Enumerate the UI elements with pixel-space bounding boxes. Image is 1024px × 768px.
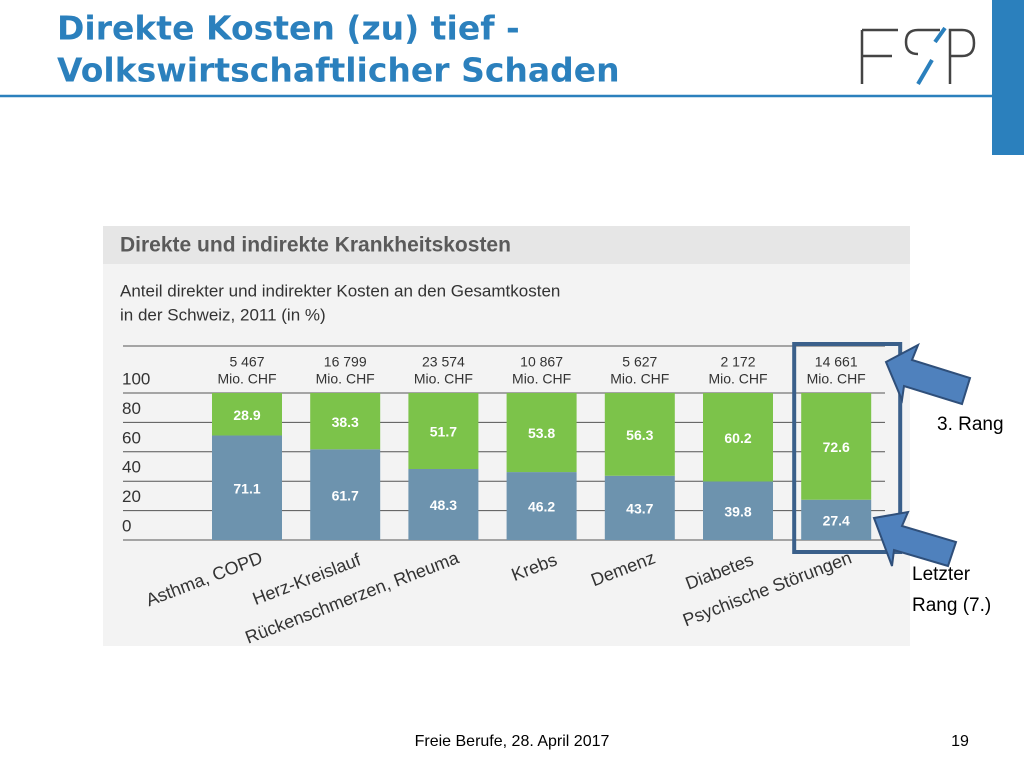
footer: Freie Berufe, 28. April 2017 <box>415 733 610 750</box>
bar-segment <box>212 435 282 540</box>
data-label: 72.6 <box>823 439 850 455</box>
bar-segment <box>801 393 872 500</box>
bar-segment <box>408 393 479 469</box>
chart-subtitle: Anteil direkter und indirekter Kosten an… <box>120 281 560 300</box>
total-unit: Mio. CHF <box>512 371 571 387</box>
data-label: 60.2 <box>724 430 751 446</box>
chart-title: Direkte und indirekte Krankheitskosten <box>120 234 511 257</box>
data-label: 53.8 <box>528 425 555 441</box>
total-unit: Mio. CHF <box>316 371 375 387</box>
side-bar <box>992 0 1024 155</box>
logo <box>860 26 976 86</box>
annotation: 3. Rang <box>937 414 1004 435</box>
bar-segment <box>310 449 381 540</box>
data-label: 43.7 <box>626 501 653 517</box>
chart-subtitle: in der Schweiz, 2011 (in %) <box>120 305 326 324</box>
total-unit: Mio. CHF <box>708 371 767 387</box>
bar-segment <box>212 393 282 436</box>
data-label: 71.1 <box>233 480 260 496</box>
y-tick-label: 80 <box>122 399 141 418</box>
total-label: 2 172 <box>720 354 755 370</box>
data-label: 48.3 <box>430 497 457 513</box>
bar-segment <box>604 393 675 476</box>
data-label: 27.4 <box>823 513 850 529</box>
total-label: 5 627 <box>622 354 657 370</box>
slide-title: Direkte Kosten (zu) tief - <box>57 9 520 48</box>
total-label: 10 867 <box>520 354 563 370</box>
y-tick-label: 20 <box>122 487 141 506</box>
data-label: 28.9 <box>233 407 260 423</box>
bar-segment <box>506 393 577 473</box>
data-label: 46.2 <box>528 499 555 515</box>
bar-segment <box>703 481 773 540</box>
highlight-box <box>792 342 903 554</box>
slide-title: Volkswirtschaftlicher Schaden <box>57 51 620 90</box>
y-tick-label: 100 <box>122 369 150 388</box>
total-unit: Mio. CHF <box>610 371 669 387</box>
y-tick-label: 60 <box>122 428 141 447</box>
bar-segment <box>604 475 675 540</box>
chart-title-band <box>103 226 910 264</box>
y-tick-label: 0 <box>122 516 131 535</box>
y-tick-label: 40 <box>122 458 141 477</box>
bar-segment <box>506 472 577 540</box>
data-label: 61.7 <box>332 487 359 503</box>
total-label: 23 574 <box>422 354 465 370</box>
total-unit: Mio. CHF <box>807 371 866 387</box>
total-label: 16 799 <box>324 354 367 370</box>
bar-segment <box>801 499 872 540</box>
total-unit: Mio. CHF <box>217 371 276 387</box>
data-label: 51.7 <box>430 424 457 440</box>
arrow <box>884 342 972 406</box>
annotation: Letzter <box>912 564 971 585</box>
total-unit: Mio. CHF <box>414 371 473 387</box>
arrow <box>872 510 958 568</box>
data-label: 39.8 <box>724 503 751 519</box>
annotation: Rang (7.) <box>912 595 991 616</box>
total-label: 14 661 <box>815 354 858 370</box>
data-label: 56.3 <box>626 427 653 443</box>
bar-segment <box>310 393 381 450</box>
bar-segment <box>408 468 479 540</box>
page-number: 19 <box>951 733 969 750</box>
bar-segment <box>703 393 773 482</box>
total-label: 5 467 <box>229 354 264 370</box>
data-label: 38.3 <box>332 414 359 430</box>
